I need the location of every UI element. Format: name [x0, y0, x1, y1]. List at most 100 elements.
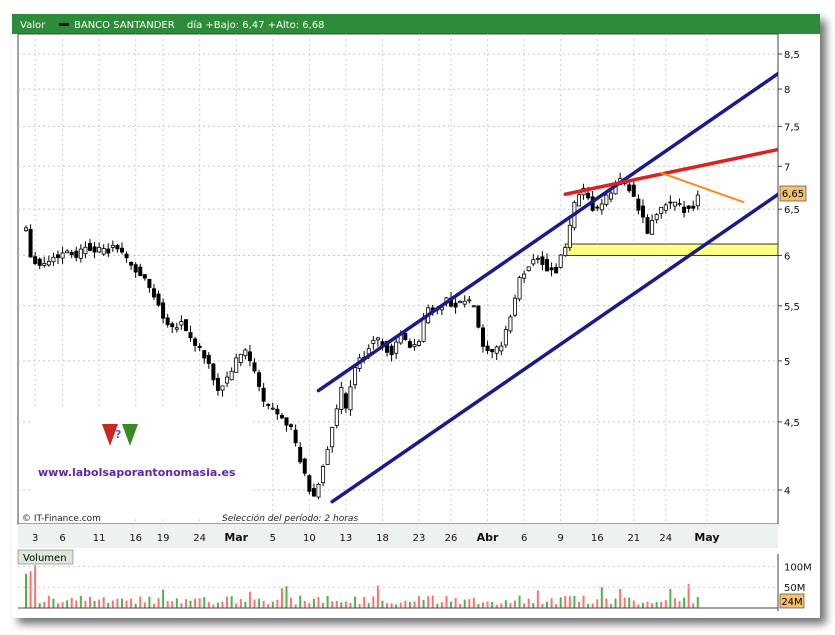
candle: [28, 224, 33, 258]
volume-bar: [354, 596, 357, 608]
date-tick-label: 16: [591, 533, 604, 544]
volume-bar: [29, 571, 32, 608]
volume-bar: [171, 601, 174, 608]
candle: [298, 441, 303, 465]
candle: [485, 340, 490, 354]
volume-tick-label: 50M: [784, 583, 805, 594]
volume-title-box: [17, 549, 74, 565]
volume-bar: [285, 586, 288, 608]
candle: [42, 256, 47, 268]
volume-bar: [651, 603, 654, 608]
volume-bar: [335, 600, 338, 608]
volume-bar: [413, 601, 416, 608]
trendline-short-down: [660, 171, 745, 204]
volume-bar: [271, 601, 274, 608]
volume-bar: [184, 599, 187, 608]
candle: [247, 344, 252, 367]
volume-bar: [536, 590, 539, 608]
volume-bar: [61, 602, 64, 608]
candle: [92, 242, 97, 259]
candle: [55, 250, 60, 265]
candle: [74, 246, 79, 262]
footer-credit: © IT-Finance.com: [22, 514, 101, 524]
price-tick-label: 4: [784, 486, 790, 497]
candle: [279, 412, 284, 420]
candle: [503, 325, 508, 349]
volume-bar: [262, 600, 265, 608]
candle: [270, 402, 275, 411]
date-tick-label: 24: [659, 533, 672, 544]
candle: [206, 352, 211, 369]
volume-bar: [641, 602, 644, 608]
volume-bar: [573, 595, 576, 608]
candle: [307, 473, 312, 495]
candle: [115, 243, 120, 253]
date-axis-bar: [18, 524, 778, 548]
candle: [33, 251, 38, 266]
candle: [576, 192, 581, 207]
date-tick-label: 3: [32, 533, 38, 544]
volume-bar: [166, 600, 169, 608]
volume-bar: [244, 602, 247, 608]
volume-bar: [88, 596, 91, 608]
volume-bar: [632, 600, 635, 608]
volume-bar: [390, 603, 393, 608]
footer-selection: Selección del período: 2 horas: [222, 513, 358, 524]
volume-bar: [111, 600, 114, 608]
date-axis: 3 6 11 16 19 24 Mar 5 10 13 18 23 26 Abr 6 9 16 21 24 May: [32, 531, 720, 544]
price-chart: Valor BANCO SANTANDER día +Bajo: 6,47 +A…: [12, 14, 820, 618]
candle: [220, 385, 225, 397]
price-tick-label: 8: [784, 85, 790, 96]
candle: [252, 358, 257, 374]
date-tick-label: 21: [627, 533, 640, 544]
candle: [179, 315, 184, 330]
volume-bar: [363, 596, 366, 608]
volume-bar: [459, 604, 462, 608]
candle: [490, 348, 495, 359]
candle: [682, 200, 687, 218]
volume-bar: [577, 601, 580, 608]
volume-bar: [440, 602, 443, 608]
volume-bar: [52, 598, 55, 608]
volume-bar: [344, 601, 347, 608]
volume-bar: [152, 603, 155, 608]
volume-bar: [427, 596, 430, 608]
volume-bar: [290, 597, 293, 608]
chart-frame: Valor BANCO SANTANDER día +Bajo: 6,47 +A…: [12, 14, 820, 618]
candle: [225, 371, 230, 388]
candle: [627, 180, 632, 193]
candle: [640, 199, 645, 224]
candle: [549, 262, 554, 277]
volume-bar: [194, 598, 197, 608]
price-tick-label: 5: [784, 357, 790, 368]
candle: [531, 254, 536, 267]
candle: [467, 295, 472, 304]
volume-bar: [381, 600, 384, 608]
volume-bar: [98, 599, 101, 608]
volume-bar: [248, 591, 251, 608]
volume-bar: [541, 603, 544, 608]
volume-bar: [38, 603, 41, 608]
date-tick-label: 13: [340, 533, 353, 544]
volume-bar: [527, 598, 530, 608]
volume-bar: [198, 598, 201, 608]
trendline-channel-top: [316, 71, 778, 393]
price-tick-label: 7: [784, 162, 790, 173]
volume-bar: [619, 588, 622, 608]
volume-bar: [637, 604, 640, 608]
price-tick-label: 8,5: [784, 50, 800, 61]
header-day-range: día +Bajo: 6,47 +Alto: 6,68: [187, 19, 325, 31]
candle: [348, 380, 353, 416]
volume-bar: [253, 599, 256, 608]
volume-bar: [582, 595, 585, 608]
candle: [476, 305, 481, 329]
candle: [599, 198, 604, 215]
date-tick-label: 16: [129, 533, 142, 544]
last-price-box: [779, 185, 807, 202]
candle: [371, 336, 376, 350]
candle: [78, 244, 83, 263]
volume-bar: [230, 596, 233, 608]
candle: [293, 424, 298, 447]
candle: [211, 363, 216, 386]
candle: [119, 242, 124, 255]
